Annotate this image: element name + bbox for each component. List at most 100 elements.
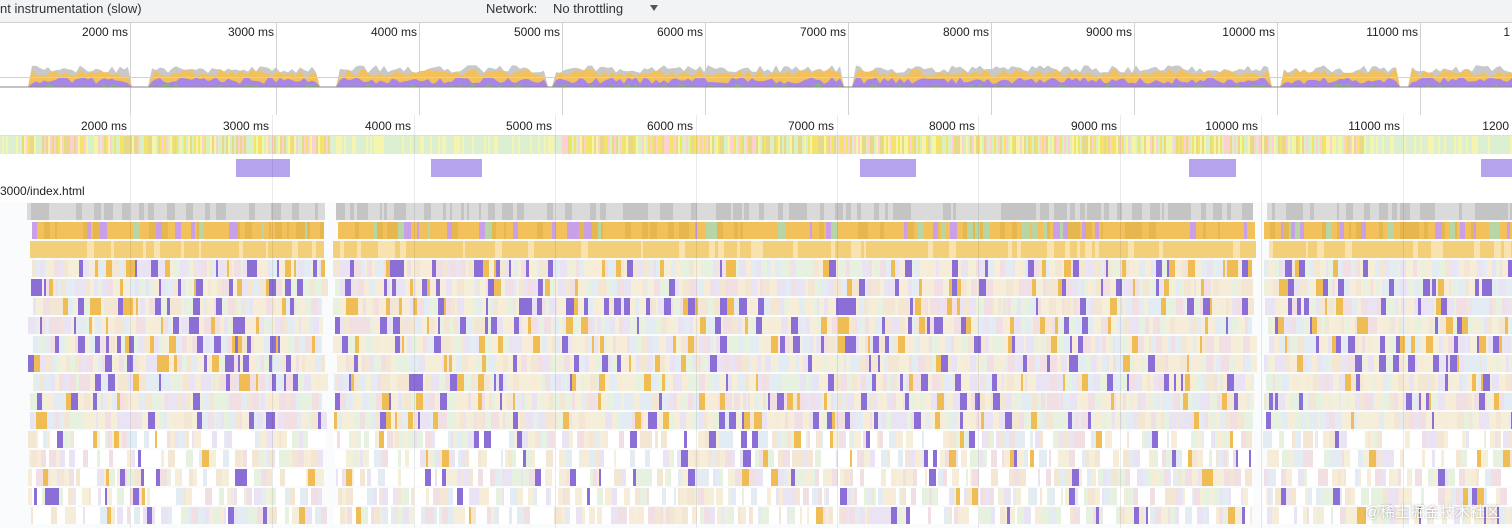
flame-entry[interactable] <box>671 260 676 277</box>
flame-entry[interactable] <box>1156 336 1162 353</box>
flame-entry[interactable] <box>176 336 182 353</box>
flame-entry[interactable] <box>1476 222 1482 239</box>
flame-entry[interactable] <box>1017 222 1022 239</box>
flame-entry[interactable] <box>402 393 404 410</box>
flame-entry[interactable] <box>870 412 872 429</box>
flame-entry[interactable] <box>1501 241 1504 258</box>
flame-entry[interactable] <box>308 431 314 448</box>
flame-entry[interactable] <box>90 279 94 296</box>
flame-entry[interactable] <box>1430 279 1432 296</box>
flame-entry[interactable] <box>569 412 572 429</box>
flame-entry[interactable] <box>581 317 588 334</box>
flame-entry[interactable] <box>379 260 384 277</box>
flame-entry[interactable] <box>170 298 174 315</box>
flame-entry[interactable] <box>1419 412 1426 429</box>
flame-entry[interactable] <box>517 203 519 220</box>
flame-entry[interactable] <box>1379 279 1382 296</box>
flame-entry[interactable] <box>1440 317 1446 334</box>
flame-entry[interactable] <box>1092 241 1095 258</box>
flame-entry[interactable] <box>782 279 786 296</box>
flame-entry[interactable] <box>197 222 199 239</box>
flame-entry[interactable] <box>788 317 791 334</box>
flame-entry[interactable] <box>1063 222 1066 239</box>
flame-entry[interactable] <box>386 355 391 372</box>
flame-entry[interactable] <box>227 260 229 277</box>
flame-entry[interactable] <box>1397 203 1400 220</box>
flame-entry[interactable] <box>53 393 59 410</box>
flame-entry[interactable] <box>1176 374 1181 391</box>
flame-entry[interactable] <box>846 260 850 277</box>
flame-entry[interactable] <box>1377 317 1383 334</box>
flame-entry[interactable] <box>907 336 914 353</box>
flame-entry[interactable] <box>646 431 652 448</box>
flame-entry[interactable] <box>508 355 513 372</box>
flame-entry[interactable] <box>1102 412 1107 429</box>
flame-entry[interactable] <box>269 222 271 239</box>
flame-entry[interactable] <box>305 336 312 353</box>
flame-entry[interactable] <box>418 241 425 258</box>
flame-entry[interactable] <box>737 374 743 391</box>
flame-entry[interactable] <box>1074 412 1076 429</box>
flame-entry[interactable] <box>1063 393 1070 410</box>
flame-entry[interactable] <box>762 412 767 429</box>
flame-entry[interactable] <box>381 374 383 391</box>
flame-entry[interactable] <box>1094 412 1096 429</box>
flame-entry[interactable] <box>1429 393 1431 410</box>
flame-entry[interactable] <box>380 317 387 334</box>
flame-entry[interactable] <box>247 203 249 220</box>
flame-entry[interactable] <box>340 279 345 296</box>
flame-entry[interactable] <box>874 260 880 277</box>
flame-entry[interactable] <box>819 412 823 429</box>
flame-entry[interactable] <box>572 203 575 220</box>
flame-entry[interactable] <box>623 374 628 391</box>
flame-entry[interactable] <box>1474 222 1476 239</box>
flame-entry[interactable] <box>624 298 626 315</box>
flame-entry[interactable] <box>969 431 971 448</box>
flame-entry[interactable] <box>1304 298 1309 315</box>
flame-entry[interactable] <box>1230 412 1237 429</box>
flame-entry[interactable] <box>687 431 689 448</box>
flame-entry[interactable] <box>122 203 126 220</box>
flame-entry[interactable] <box>1275 317 1278 334</box>
flame-entry[interactable] <box>1459 260 1464 277</box>
flame-entry[interactable] <box>626 298 630 315</box>
flame-entry[interactable] <box>766 393 768 410</box>
flame-entry[interactable] <box>1400 412 1404 429</box>
flame-entry[interactable] <box>562 336 568 353</box>
flame-entry[interactable] <box>1029 203 1036 220</box>
flame-entry[interactable] <box>1132 336 1138 353</box>
flame-entry[interactable] <box>864 298 868 315</box>
flame-entry[interactable] <box>675 279 679 296</box>
flame-entry[interactable] <box>145 298 147 315</box>
flame-entry[interactable] <box>508 317 514 334</box>
flame-entry[interactable] <box>405 317 408 334</box>
flame-entry[interactable] <box>186 279 189 296</box>
flame-entry[interactable] <box>828 298 830 315</box>
flame-entry[interactable] <box>410 241 412 258</box>
flame-entry[interactable] <box>1400 260 1406 277</box>
flame-entry[interactable] <box>866 431 870 448</box>
flame-entry[interactable] <box>144 203 148 220</box>
flame-entry[interactable] <box>610 241 614 258</box>
flame-entry[interactable] <box>840 355 844 372</box>
flame-entry[interactable] <box>108 374 115 391</box>
flame-entry[interactable] <box>1508 203 1510 220</box>
flame-entry[interactable] <box>1146 393 1149 410</box>
flame-entry[interactable] <box>956 241 959 258</box>
flame-entry[interactable] <box>640 393 646 410</box>
flame-entry[interactable] <box>689 222 692 239</box>
flame-entry[interactable] <box>1194 298 1200 315</box>
flame-entry[interactable] <box>318 412 321 429</box>
flame-entry[interactable] <box>1108 317 1111 334</box>
flame-entry[interactable] <box>770 298 775 315</box>
flame-entry[interactable] <box>571 336 576 353</box>
flame-entry[interactable] <box>1168 336 1171 353</box>
flame-entry[interactable] <box>40 317 42 334</box>
flame-entry[interactable] <box>658 431 661 448</box>
flame-entry[interactable] <box>1234 222 1238 239</box>
flame-entry[interactable] <box>1412 279 1414 296</box>
flame-entry[interactable] <box>1505 317 1508 334</box>
flame-entry[interactable] <box>1164 279 1169 296</box>
flame-entry[interactable] <box>391 355 396 372</box>
flame-entry[interactable] <box>973 241 978 258</box>
